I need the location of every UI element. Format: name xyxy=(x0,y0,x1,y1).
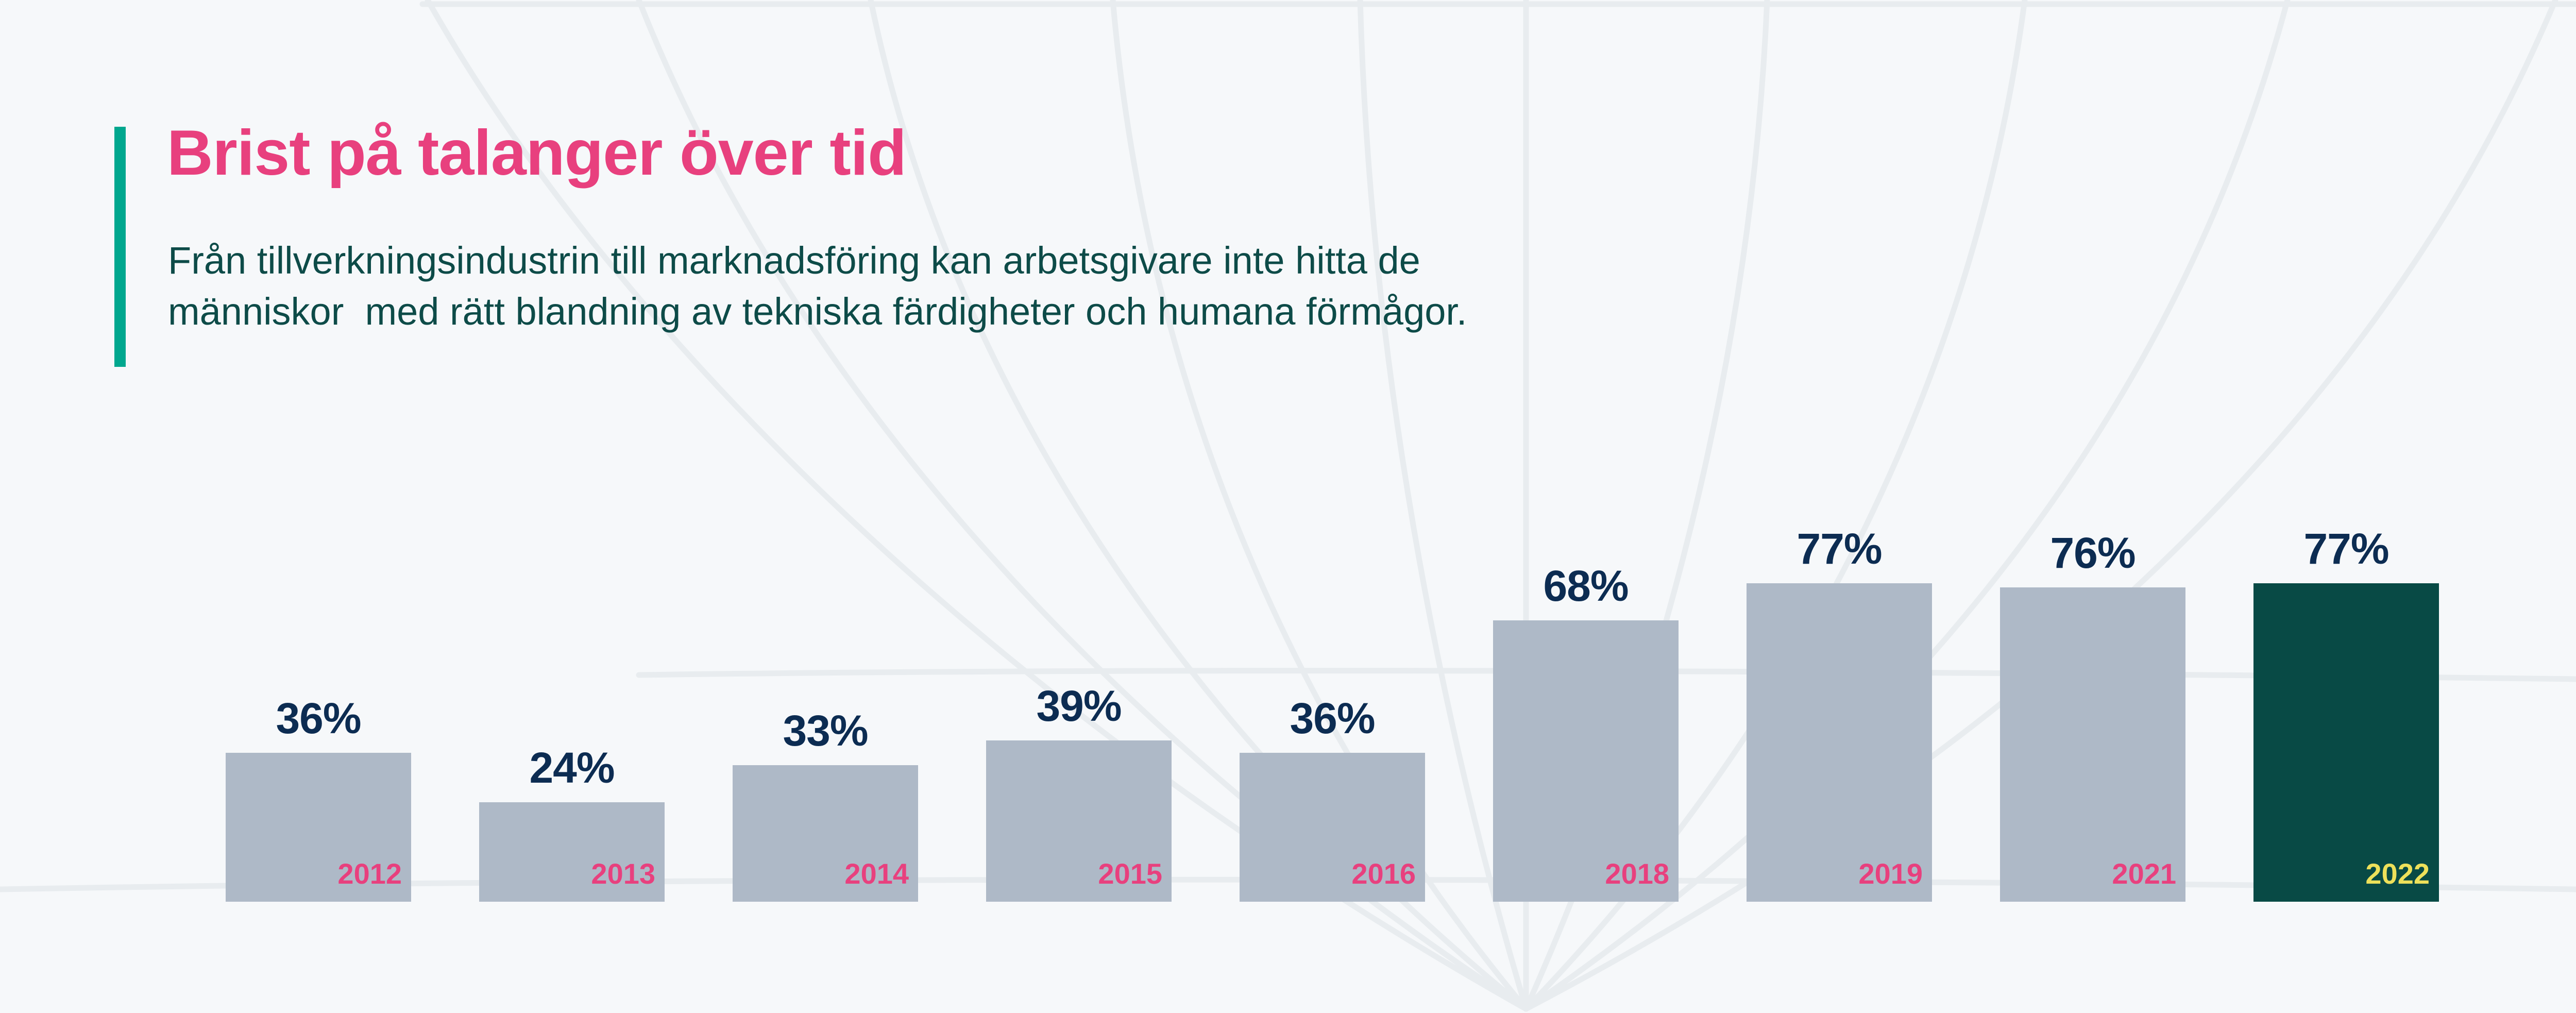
subtitle-line-2: människor med rätt blandning av tekniska… xyxy=(168,290,1467,333)
bar-group: 2018 68% xyxy=(1493,562,1679,902)
bar-group: 2013 24% xyxy=(479,744,665,902)
bar-year-label: 2015 xyxy=(1098,857,1162,890)
bar-value-label: 33% xyxy=(783,706,868,755)
bar[interactable]: 2013 xyxy=(479,802,665,902)
bar-year-label: 2014 xyxy=(844,857,909,890)
bar[interactable]: 2014 xyxy=(733,765,918,902)
bar-group: 2015 39% xyxy=(986,682,1172,902)
bar-value-label: 39% xyxy=(1036,682,1122,730)
bar-value-label: 36% xyxy=(1290,694,1375,742)
bar-group: 2016 36% xyxy=(1240,694,1425,902)
bar-value-label: 76% xyxy=(2050,529,2136,577)
bar-group: 2022 77% xyxy=(2253,525,2439,902)
bar-year-label: 2021 xyxy=(2112,857,2176,890)
page-subtitle: Från tillverkningsindustrin till marknad… xyxy=(168,235,2126,337)
bar-value-label: 77% xyxy=(1797,525,1882,573)
bar-year-label: 2013 xyxy=(591,857,655,890)
bar-value-label: 36% xyxy=(276,694,361,742)
bar[interactable]: 2022 xyxy=(2253,583,2439,902)
subtitle-line-1: Från tillverkningsindustrin till marknad… xyxy=(168,239,1420,282)
bar[interactable]: 2012 xyxy=(226,753,411,902)
bar-group: 2012 36% xyxy=(226,694,411,902)
bar-group: 2021 76% xyxy=(2000,529,2185,902)
bar[interactable]: 2019 xyxy=(1747,583,1932,902)
bar-value-label: 68% xyxy=(1543,562,1629,610)
bar-value-label: 77% xyxy=(2303,525,2389,573)
bar-year-label: 2016 xyxy=(1351,857,1416,890)
bar-value-label: 24% xyxy=(529,744,615,792)
page-title: Brist på talanger över tid xyxy=(167,117,907,189)
bar[interactable]: 2015 xyxy=(986,740,1172,902)
bar-group: 2014 33% xyxy=(733,706,918,902)
header-block: Brist på talanger över tid Från tillverk… xyxy=(114,120,2175,367)
bar-year-label: 2019 xyxy=(1858,857,1923,890)
bar-group: 2019 77% xyxy=(1747,525,1932,902)
bar[interactable]: 2018 xyxy=(1493,620,1679,902)
bar-year-label: 2018 xyxy=(1605,857,1669,890)
bar-year-label: 2022 xyxy=(2365,857,2430,890)
bar[interactable]: 2016 xyxy=(1240,753,1425,902)
bar[interactable]: 2021 xyxy=(2000,587,2185,902)
bar-year-label: 2012 xyxy=(337,857,402,890)
accent-rule xyxy=(114,127,126,367)
